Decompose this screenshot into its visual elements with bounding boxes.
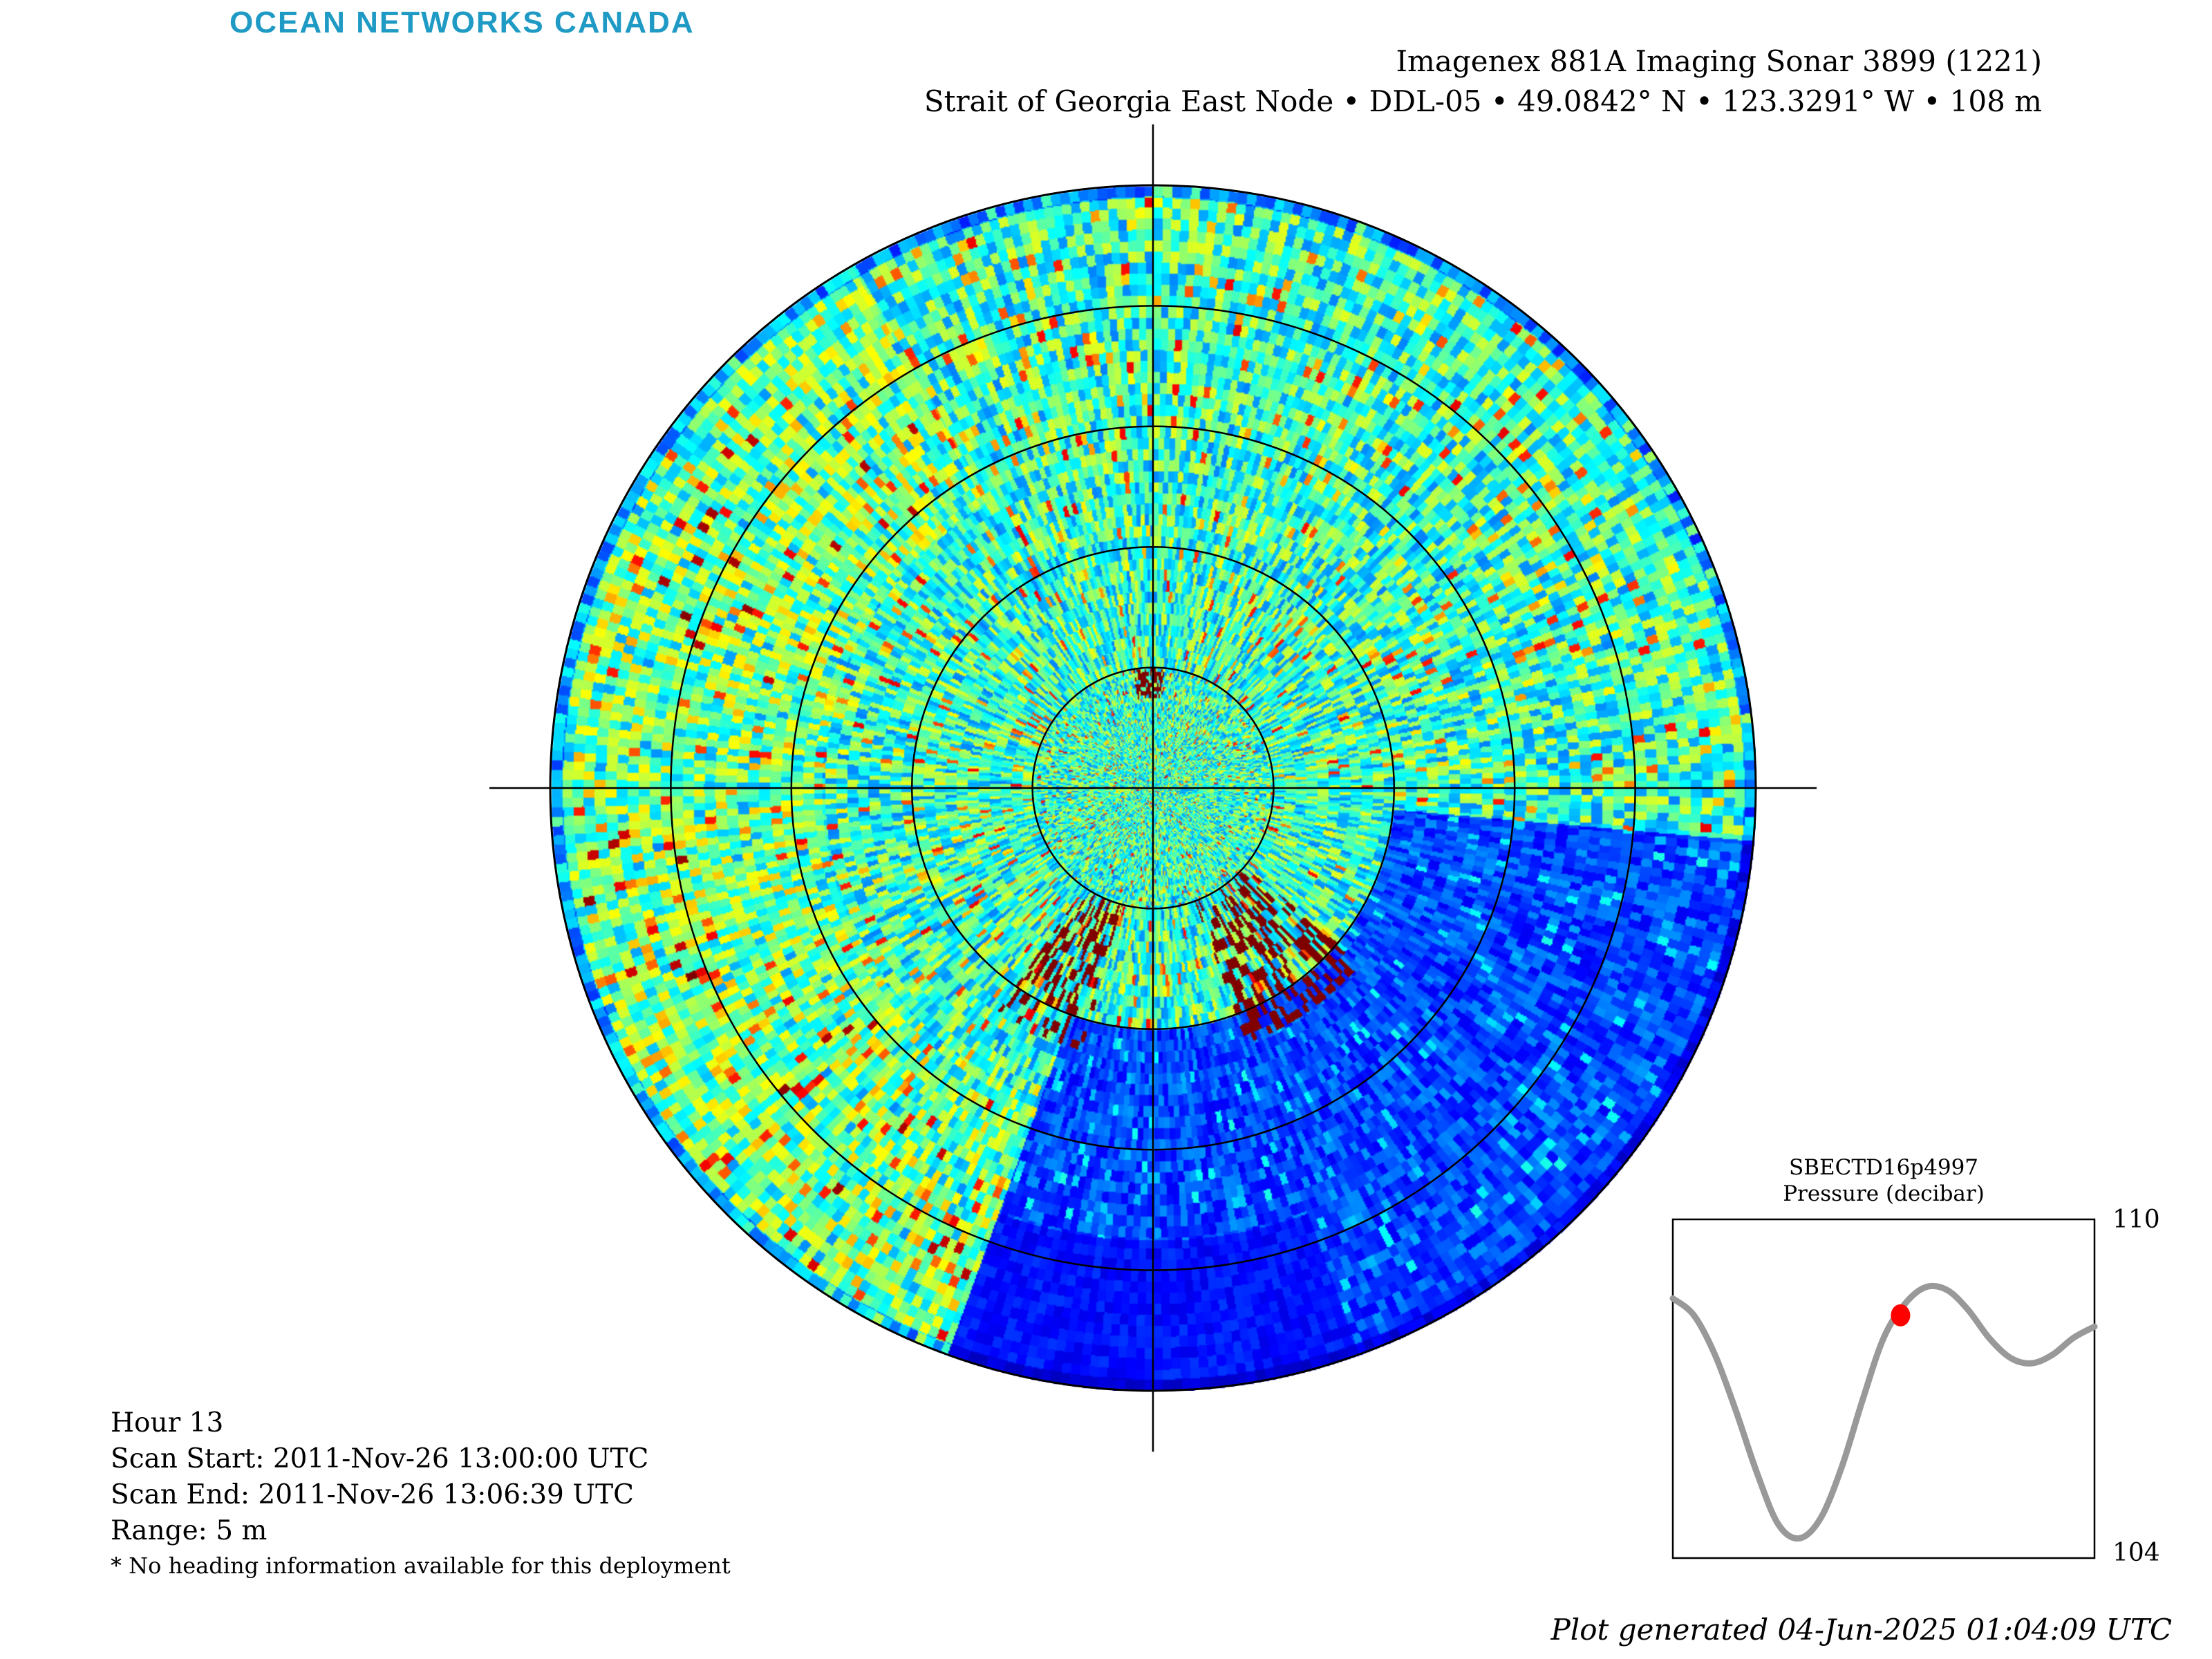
- inset-sensor-label: SBECTD16p4997: [1788, 1155, 1979, 1180]
- scan-end: Scan End: 2011-Nov-26 13:06:39 UTC: [111, 1479, 634, 1510]
- inset-ymax-label: 110: [2112, 1206, 2160, 1234]
- inset-frame: [1671, 1218, 2096, 1559]
- scan-range: Range: 5 m: [111, 1515, 268, 1546]
- plot-generated-timestamp: Plot generated 04-Jun-2025 01:04:09 UTC: [1550, 1613, 2172, 1647]
- inset-quantity-label: Pressure (decibar): [1783, 1181, 1985, 1206]
- scan-start: Scan Start: 2011-Nov-26 13:00:00 UTC: [111, 1443, 649, 1474]
- location-subtitle: Strait of Georgia East Node • DDL-05 • 4…: [924, 84, 2042, 118]
- pressure-series-line: [1669, 1282, 2098, 1542]
- heading-note: * No heading information available for t…: [111, 1553, 731, 1579]
- inset-ymin-label: 104: [2112, 1539, 2160, 1567]
- brand-logo-text: OCEAN NETWORKS CANADA: [229, 6, 695, 39]
- current-time-marker: [1891, 1304, 1911, 1327]
- scan-hour: Hour 13: [111, 1407, 224, 1438]
- instrument-title: Imagenex 881A Imaging Sonar 3899 (1221): [1396, 44, 2042, 78]
- inset-title: SBECTD16p4997 Pressure (decibar): [1673, 1154, 2094, 1207]
